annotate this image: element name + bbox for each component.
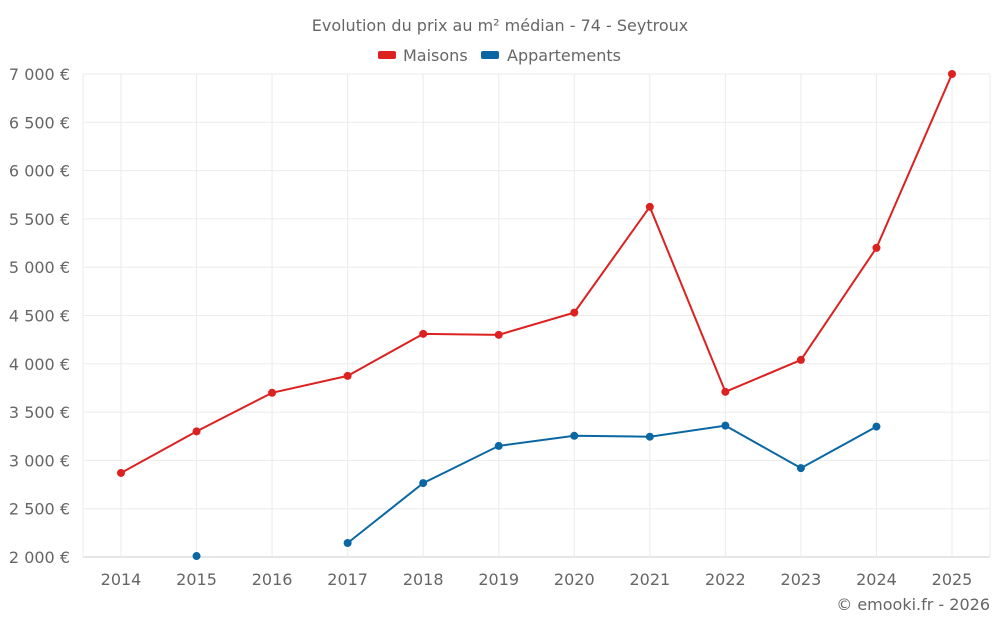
data-point-maisons: [570, 308, 579, 317]
data-point-maisons: [872, 243, 881, 252]
data-point-maisons: [494, 330, 503, 339]
y-axis: 2 000 € 2 500 € 3 000 € 3 500 € 4 000 € 4 500…: [9, 65, 70, 567]
series-group: [117, 70, 956, 561]
y-tick-label: 7 000 €: [9, 65, 70, 84]
legend-label-maisons: Maisons: [403, 46, 468, 65]
data-point-maisons: [645, 202, 654, 211]
chart-title: Evolution du prix au m² médian - 74 - Se…: [312, 16, 689, 35]
y-tick-label: 4 500 €: [9, 307, 70, 326]
data-point-appartements: [494, 441, 503, 450]
data-point-maisons: [721, 387, 730, 396]
legend: Maisons Appartements: [378, 46, 621, 65]
y-tick-label: 3 500 €: [9, 403, 70, 422]
data-point-appartements: [419, 479, 428, 488]
data-point-appartements: [343, 538, 352, 547]
data-point-maisons: [796, 355, 805, 364]
x-tick-label: 2016: [252, 570, 293, 589]
y-tick-label: 6 500 €: [9, 113, 70, 132]
data-point-maisons: [948, 70, 956, 78]
legend-label-appartements: Appartements: [507, 46, 621, 65]
series-line-maisons: [120, 73, 953, 474]
data-point-maisons: [419, 329, 428, 338]
y-tick-label: 2 500 €: [9, 500, 70, 519]
y-tick-label: 3 000 €: [9, 451, 70, 470]
legend-swatch-appartements: [481, 51, 499, 59]
data-point-maisons: [117, 468, 125, 477]
y-tick-label: 6 000 €: [9, 162, 70, 181]
x-tick-label: 2020: [554, 570, 595, 589]
data-point-appartements: [570, 431, 579, 440]
y-tick-label: 5 000 €: [9, 258, 70, 277]
x-tick-label: 2021: [629, 570, 670, 589]
x-tick-label: 2015: [176, 570, 217, 589]
y-tick-label: 5 500 €: [9, 210, 70, 229]
data-point-appartements: [721, 421, 730, 430]
x-tick-label: 2019: [478, 570, 519, 589]
legend-swatch-maisons: [378, 51, 396, 59]
credit: © emooki.fr - 2026: [836, 595, 990, 614]
y-tick-label: 4 000 €: [9, 355, 70, 374]
x-tick-label: 2014: [101, 570, 142, 589]
data-point-appartements: [192, 552, 201, 561]
series-line-appartements: [347, 424, 877, 544]
grid: [82, 73, 991, 558]
x-tick-label: 2022: [705, 570, 746, 589]
x-tick-label: 2017: [327, 570, 368, 589]
x-axis: 2014 2015 2016 2017 2018 2019 2020 2021 2022 2023…: [101, 570, 973, 589]
y-tick-label: 2 000 €: [9, 548, 70, 567]
x-tick-label: 2018: [403, 570, 444, 589]
x-tick-label: 2025: [932, 570, 973, 589]
data-point-appartements: [872, 422, 881, 431]
data-point-appartements: [796, 464, 805, 473]
x-tick-label: 2023: [781, 570, 822, 589]
x-tick-label: 2024: [856, 570, 897, 589]
data-point-appartements: [645, 432, 654, 441]
data-point-maisons: [343, 371, 352, 380]
data-point-maisons: [192, 427, 201, 436]
data-point-maisons: [268, 388, 277, 397]
